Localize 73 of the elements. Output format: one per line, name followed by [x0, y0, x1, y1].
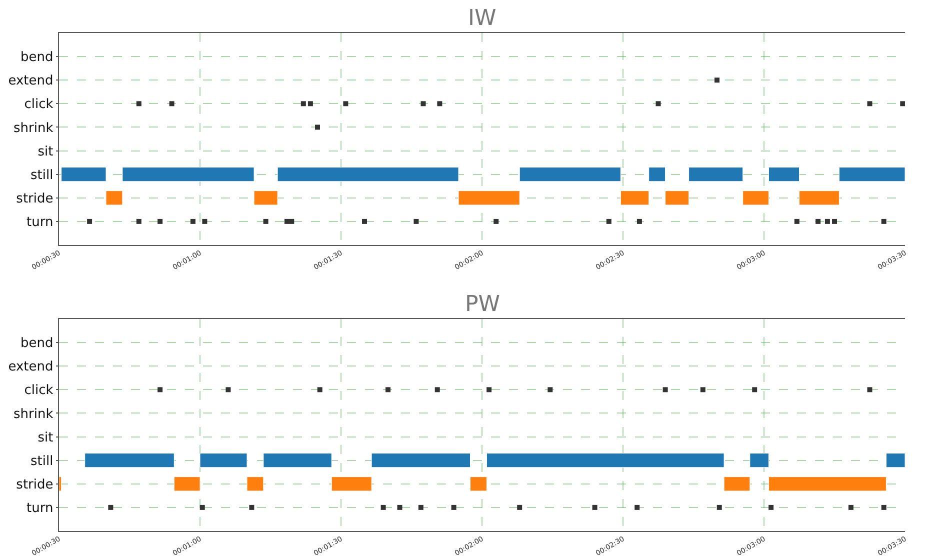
point: [881, 504, 886, 510]
point: [317, 387, 322, 392]
point: [202, 218, 208, 224]
y-tick-label: bend: [20, 50, 54, 66]
y-tick-label: turn: [26, 214, 54, 230]
point: [794, 218, 800, 224]
point: [832, 218, 837, 224]
point: [136, 101, 142, 106]
point: [548, 387, 553, 392]
y-tick-label: click: [24, 97, 54, 112]
point: [517, 504, 522, 510]
point: [136, 218, 142, 224]
point: [816, 218, 821, 224]
point: [169, 101, 174, 106]
y-tick-label: turn: [26, 500, 54, 516]
point: [634, 504, 640, 510]
point: [636, 218, 642, 224]
point: [289, 218, 294, 224]
y-tick-label: bend: [20, 336, 54, 352]
point: [226, 387, 231, 392]
point: [414, 218, 419, 224]
y-tick-label: extend: [8, 74, 54, 89]
point: [714, 78, 720, 83]
point: [263, 218, 268, 224]
point: [881, 218, 886, 224]
y-tick-label: sit: [38, 144, 54, 160]
y-tick-label: stride: [16, 191, 54, 206]
point: [451, 504, 456, 510]
chart-title: IW: [468, 6, 496, 31]
y-tick-label: shrink: [14, 120, 54, 136]
point: [87, 218, 92, 224]
y-tick-label: still: [30, 454, 54, 469]
point: [108, 504, 114, 510]
point: [315, 124, 320, 130]
y-tick-label: still: [30, 168, 54, 183]
point: [494, 218, 499, 224]
point: [700, 387, 706, 392]
point: [418, 504, 424, 510]
point: [308, 101, 313, 106]
point: [158, 387, 163, 392]
point: [768, 504, 774, 510]
y-tick-label: click: [24, 383, 54, 398]
point: [752, 387, 758, 392]
point: [200, 504, 205, 510]
point: [190, 218, 196, 224]
point: [592, 504, 598, 510]
point: [900, 101, 905, 106]
y-tick-label: sit: [38, 430, 54, 446]
point: [362, 218, 367, 224]
point: [249, 504, 254, 510]
point: [848, 504, 854, 510]
point: [386, 387, 390, 392]
point: [284, 218, 290, 224]
point: [397, 504, 402, 510]
point: [606, 218, 612, 224]
point: [420, 101, 426, 106]
point: [824, 218, 830, 224]
point: [434, 387, 440, 392]
point: [662, 387, 668, 392]
point: [158, 218, 163, 224]
point: [343, 101, 348, 106]
point: [300, 101, 306, 106]
point: [437, 101, 442, 106]
y-tick-label: extend: [8, 360, 54, 375]
y-tick-label: stride: [16, 477, 54, 492]
point: [656, 101, 661, 106]
point: [716, 504, 722, 510]
point: [486, 387, 492, 392]
point: [380, 504, 386, 510]
point: [867, 387, 872, 392]
point: [867, 101, 872, 106]
chart-title: PW: [465, 292, 500, 317]
y-tick-label: shrink: [14, 406, 54, 422]
